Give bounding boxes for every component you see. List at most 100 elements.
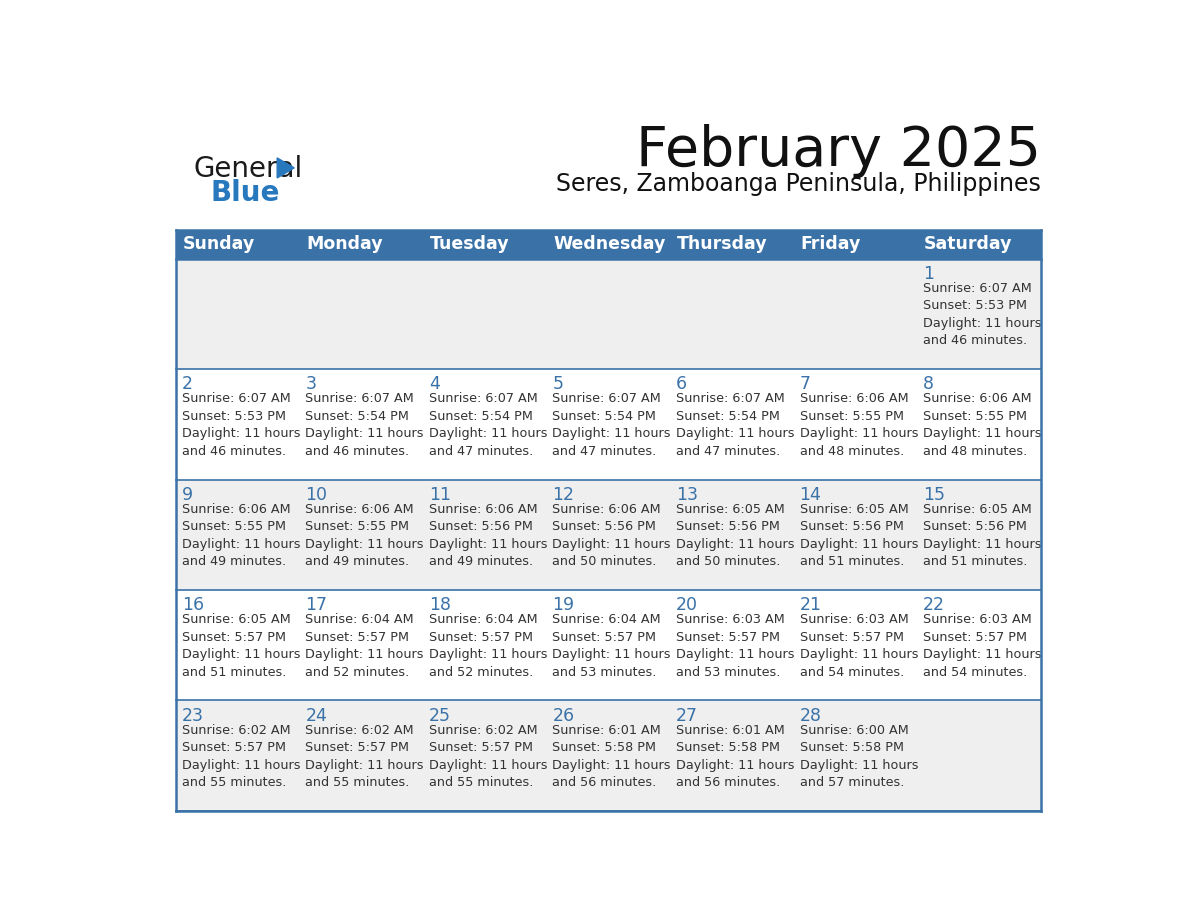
Text: Thursday: Thursday (677, 235, 767, 253)
Text: 20: 20 (676, 596, 699, 614)
Bar (546, 259, 671, 369)
Text: Sunrise: 6:04 AM
Sunset: 5:57 PM
Daylight: 11 hours
and 53 minutes.: Sunrise: 6:04 AM Sunset: 5:57 PM Dayligh… (552, 613, 671, 678)
Text: Sunrise: 6:02 AM
Sunset: 5:57 PM
Daylight: 11 hours
and 55 minutes.: Sunrise: 6:02 AM Sunset: 5:57 PM Dayligh… (182, 723, 301, 789)
Bar (299, 369, 423, 479)
Polygon shape (277, 158, 295, 178)
Text: 1: 1 (923, 265, 934, 283)
Text: Sunrise: 6:01 AM
Sunset: 5:58 PM
Daylight: 11 hours
and 56 minutes.: Sunrise: 6:01 AM Sunset: 5:58 PM Dayligh… (552, 723, 671, 789)
Text: General: General (194, 155, 303, 183)
Text: 9: 9 (182, 486, 192, 504)
Text: Sunrise: 6:03 AM
Sunset: 5:57 PM
Daylight: 11 hours
and 54 minutes.: Sunrise: 6:03 AM Sunset: 5:57 PM Dayligh… (923, 613, 1042, 678)
Bar (546, 479, 671, 590)
Bar (671, 590, 795, 700)
Bar (423, 259, 546, 369)
Text: 18: 18 (429, 596, 451, 614)
Text: 21: 21 (800, 596, 822, 614)
Text: Blue: Blue (210, 179, 280, 207)
Text: Sunrise: 6:04 AM
Sunset: 5:57 PM
Daylight: 11 hours
and 52 minutes.: Sunrise: 6:04 AM Sunset: 5:57 PM Dayligh… (305, 613, 424, 678)
Text: Sunrise: 6:04 AM
Sunset: 5:57 PM
Daylight: 11 hours
and 52 minutes.: Sunrise: 6:04 AM Sunset: 5:57 PM Dayligh… (429, 613, 548, 678)
Text: Sunrise: 6:05 AM
Sunset: 5:56 PM
Daylight: 11 hours
and 51 minutes.: Sunrise: 6:05 AM Sunset: 5:56 PM Dayligh… (800, 503, 918, 568)
Bar (176, 590, 299, 700)
Text: Sunrise: 6:03 AM
Sunset: 5:57 PM
Daylight: 11 hours
and 54 minutes.: Sunrise: 6:03 AM Sunset: 5:57 PM Dayligh… (800, 613, 918, 678)
Bar (176, 230, 299, 259)
Text: 15: 15 (923, 486, 946, 504)
Bar (918, 700, 1042, 811)
Bar (299, 590, 423, 700)
Text: 26: 26 (552, 707, 575, 724)
Text: 5: 5 (552, 375, 563, 393)
Text: 24: 24 (305, 707, 327, 724)
Bar (299, 700, 423, 811)
Text: 16: 16 (182, 596, 204, 614)
Bar (918, 479, 1042, 590)
Text: Sunrise: 6:07 AM
Sunset: 5:53 PM
Daylight: 11 hours
and 46 minutes.: Sunrise: 6:07 AM Sunset: 5:53 PM Dayligh… (923, 282, 1042, 347)
Text: Sunrise: 6:02 AM
Sunset: 5:57 PM
Daylight: 11 hours
and 55 minutes.: Sunrise: 6:02 AM Sunset: 5:57 PM Dayligh… (429, 723, 548, 789)
Text: 7: 7 (800, 375, 810, 393)
Bar (795, 700, 918, 811)
Text: Sunrise: 6:05 AM
Sunset: 5:57 PM
Daylight: 11 hours
and 51 minutes.: Sunrise: 6:05 AM Sunset: 5:57 PM Dayligh… (182, 613, 301, 678)
Text: Sunrise: 6:01 AM
Sunset: 5:58 PM
Daylight: 11 hours
and 56 minutes.: Sunrise: 6:01 AM Sunset: 5:58 PM Dayligh… (676, 723, 795, 789)
Text: 27: 27 (676, 707, 699, 724)
Text: 14: 14 (800, 486, 821, 504)
Bar (795, 259, 918, 369)
Text: 19: 19 (552, 596, 575, 614)
Text: Sunrise: 6:06 AM
Sunset: 5:55 PM
Daylight: 11 hours
and 49 minutes.: Sunrise: 6:06 AM Sunset: 5:55 PM Dayligh… (305, 503, 424, 568)
Text: Tuesday: Tuesday (430, 235, 510, 253)
Bar (423, 590, 546, 700)
Bar (795, 590, 918, 700)
Text: Sunrise: 6:07 AM
Sunset: 5:54 PM
Daylight: 11 hours
and 47 minutes.: Sunrise: 6:07 AM Sunset: 5:54 PM Dayligh… (429, 392, 548, 458)
Bar (795, 230, 918, 259)
Text: 3: 3 (305, 375, 316, 393)
Bar (795, 479, 918, 590)
Text: Friday: Friday (801, 235, 861, 253)
Text: Sunrise: 6:00 AM
Sunset: 5:58 PM
Daylight: 11 hours
and 57 minutes.: Sunrise: 6:00 AM Sunset: 5:58 PM Dayligh… (800, 723, 918, 789)
Text: Sunrise: 6:07 AM
Sunset: 5:54 PM
Daylight: 11 hours
and 47 minutes.: Sunrise: 6:07 AM Sunset: 5:54 PM Dayligh… (676, 392, 795, 458)
Bar (546, 700, 671, 811)
Text: Wednesday: Wednesday (554, 235, 665, 253)
Bar (176, 369, 299, 479)
Bar (918, 259, 1042, 369)
Bar (299, 259, 423, 369)
Bar (918, 230, 1042, 259)
Bar (546, 590, 671, 700)
Bar (671, 259, 795, 369)
Text: Sunrise: 6:05 AM
Sunset: 5:56 PM
Daylight: 11 hours
and 51 minutes.: Sunrise: 6:05 AM Sunset: 5:56 PM Dayligh… (923, 503, 1042, 568)
Text: Sunrise: 6:02 AM
Sunset: 5:57 PM
Daylight: 11 hours
and 55 minutes.: Sunrise: 6:02 AM Sunset: 5:57 PM Dayligh… (305, 723, 424, 789)
Text: Sunrise: 6:06 AM
Sunset: 5:56 PM
Daylight: 11 hours
and 50 minutes.: Sunrise: 6:06 AM Sunset: 5:56 PM Dayligh… (552, 503, 671, 568)
Text: 28: 28 (800, 707, 822, 724)
Bar (176, 259, 299, 369)
Text: Sunrise: 6:06 AM
Sunset: 5:56 PM
Daylight: 11 hours
and 49 minutes.: Sunrise: 6:06 AM Sunset: 5:56 PM Dayligh… (429, 503, 548, 568)
Text: 23: 23 (182, 707, 204, 724)
Bar (299, 230, 423, 259)
Text: 2: 2 (182, 375, 192, 393)
Text: Seres, Zamboanga Peninsula, Philippines: Seres, Zamboanga Peninsula, Philippines (556, 172, 1042, 196)
Text: Sunday: Sunday (183, 235, 255, 253)
Bar (918, 369, 1042, 479)
Text: 13: 13 (676, 486, 699, 504)
Text: Sunrise: 6:07 AM
Sunset: 5:53 PM
Daylight: 11 hours
and 46 minutes.: Sunrise: 6:07 AM Sunset: 5:53 PM Dayligh… (182, 392, 301, 458)
Text: Sunrise: 6:06 AM
Sunset: 5:55 PM
Daylight: 11 hours
and 48 minutes.: Sunrise: 6:06 AM Sunset: 5:55 PM Dayligh… (800, 392, 918, 458)
Text: February 2025: February 2025 (637, 124, 1042, 178)
Text: Sunrise: 6:06 AM
Sunset: 5:55 PM
Daylight: 11 hours
and 48 minutes.: Sunrise: 6:06 AM Sunset: 5:55 PM Dayligh… (923, 392, 1042, 458)
Bar (795, 369, 918, 479)
Text: 12: 12 (552, 486, 575, 504)
Text: 17: 17 (305, 596, 328, 614)
Bar (423, 230, 546, 259)
Text: Sunrise: 6:06 AM
Sunset: 5:55 PM
Daylight: 11 hours
and 49 minutes.: Sunrise: 6:06 AM Sunset: 5:55 PM Dayligh… (182, 503, 301, 568)
Text: 11: 11 (429, 486, 451, 504)
Bar (176, 479, 299, 590)
Text: 25: 25 (429, 707, 451, 724)
Text: 22: 22 (923, 596, 946, 614)
Text: Sunrise: 6:05 AM
Sunset: 5:56 PM
Daylight: 11 hours
and 50 minutes.: Sunrise: 6:05 AM Sunset: 5:56 PM Dayligh… (676, 503, 795, 568)
Bar (299, 479, 423, 590)
Bar (671, 369, 795, 479)
Text: Sunrise: 6:03 AM
Sunset: 5:57 PM
Daylight: 11 hours
and 53 minutes.: Sunrise: 6:03 AM Sunset: 5:57 PM Dayligh… (676, 613, 795, 678)
Bar (423, 700, 546, 811)
Text: Sunrise: 6:07 AM
Sunset: 5:54 PM
Daylight: 11 hours
and 47 minutes.: Sunrise: 6:07 AM Sunset: 5:54 PM Dayligh… (552, 392, 671, 458)
Bar (423, 369, 546, 479)
Text: 10: 10 (305, 486, 328, 504)
Bar (671, 230, 795, 259)
Text: Monday: Monday (307, 235, 383, 253)
Bar (423, 479, 546, 590)
Text: Sunrise: 6:07 AM
Sunset: 5:54 PM
Daylight: 11 hours
and 46 minutes.: Sunrise: 6:07 AM Sunset: 5:54 PM Dayligh… (305, 392, 424, 458)
